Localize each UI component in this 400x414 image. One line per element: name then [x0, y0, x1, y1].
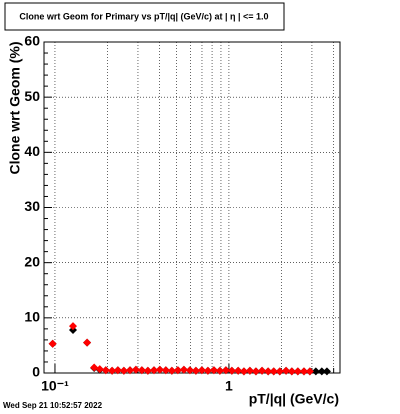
- data-point: [203, 366, 212, 375]
- plot-frame: [43, 41, 341, 374]
- data-point: [317, 367, 326, 376]
- data-point: [215, 366, 224, 375]
- y-axis-label: Clone wrt Geom (%): [7, 41, 23, 174]
- data-point: [150, 366, 159, 375]
- x-axis-label: pT/|q| (GeV/c): [249, 391, 339, 407]
- data-point: [269, 367, 278, 376]
- data-point: [258, 366, 267, 375]
- data-point: [245, 366, 254, 375]
- data-point: [101, 366, 110, 375]
- data-point: [293, 367, 302, 376]
- data-point: [239, 367, 248, 376]
- data-point: [155, 365, 164, 374]
- data-point: [179, 365, 188, 374]
- data-point: [305, 367, 314, 376]
- data-point: [234, 366, 243, 375]
- title-box: [4, 2, 285, 31]
- data-point: [227, 366, 236, 375]
- timestamp: Wed Sep 21 10:52:57 2022: [3, 401, 103, 410]
- data-point: [143, 366, 152, 375]
- data-point: [251, 367, 260, 376]
- y-tick-label: 20: [24, 253, 40, 269]
- data-point: [108, 366, 117, 375]
- data-point: [221, 366, 230, 375]
- data-point: [161, 366, 170, 375]
- x-tick-label: 10⁻¹: [41, 378, 69, 394]
- data-point: [173, 366, 182, 375]
- data-point: [322, 367, 331, 376]
- data-point: [299, 367, 308, 376]
- data-point: [131, 365, 140, 374]
- data-point: [275, 367, 284, 376]
- data-point: [185, 366, 194, 375]
- data-point: [69, 322, 78, 331]
- y-tick-label: 10: [24, 309, 40, 325]
- data-point: [197, 366, 206, 375]
- data-point: [311, 367, 320, 376]
- y-tick-label: 30: [24, 198, 40, 214]
- data-point: [287, 367, 296, 376]
- data-point: [119, 366, 128, 375]
- data-point: [191, 366, 200, 375]
- data-point: [137, 366, 146, 375]
- chart-title: Clone wrt Geom for Primary vs pT/|q| (Ge…: [19, 11, 268, 21]
- data-point: [264, 367, 273, 376]
- data-point: [167, 366, 176, 375]
- data-point: [282, 366, 291, 375]
- data-point: [126, 366, 135, 375]
- data-point: [48, 339, 57, 348]
- y-tick-label: 0: [32, 364, 40, 380]
- y-tick-label: 50: [24, 88, 40, 104]
- y-tick-label: 40: [24, 143, 40, 159]
- y-tick-label: 60: [24, 33, 40, 49]
- data-point: [209, 366, 218, 375]
- data-point: [113, 366, 122, 375]
- x-tick-label: 1: [225, 378, 233, 394]
- data-point: [83, 338, 92, 347]
- data-point: [95, 365, 104, 374]
